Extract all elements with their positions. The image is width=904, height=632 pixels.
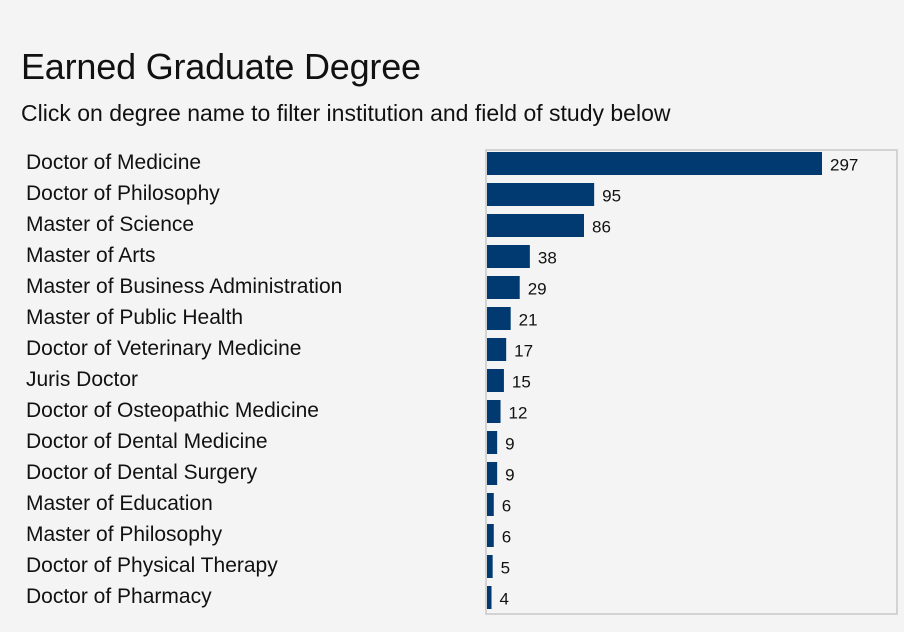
bar[interactable] bbox=[487, 152, 822, 175]
data-label: 6 bbox=[502, 528, 511, 547]
category-label[interactable]: Doctor of Osteopathic Medicine bbox=[26, 399, 319, 422]
data-label: 29 bbox=[528, 280, 547, 299]
bar[interactable] bbox=[487, 183, 595, 206]
category-label[interactable]: Master of Business Administration bbox=[26, 275, 343, 298]
data-label: 9 bbox=[505, 466, 514, 485]
data-label: 17 bbox=[514, 342, 533, 361]
bar[interactable] bbox=[487, 493, 494, 516]
data-label: 9 bbox=[505, 435, 514, 454]
data-label: 15 bbox=[512, 373, 531, 392]
bar[interactable] bbox=[487, 245, 530, 268]
category-label[interactable]: Master of Science bbox=[26, 213, 195, 236]
bar[interactable] bbox=[487, 555, 493, 578]
chart-frame bbox=[485, 149, 898, 615]
category-label[interactable]: Juris Doctor bbox=[26, 368, 139, 391]
data-label: 6 bbox=[502, 497, 511, 516]
category-label[interactable]: Doctor of Pharmacy bbox=[26, 585, 212, 608]
data-label: 4 bbox=[500, 590, 509, 609]
bar[interactable] bbox=[487, 214, 585, 237]
bar[interactable] bbox=[487, 338, 507, 361]
chart-title: Earned Graduate Degree bbox=[21, 46, 421, 87]
category-label[interactable]: Master of Arts bbox=[26, 244, 156, 267]
category-label[interactable]: Master of Philosophy bbox=[26, 523, 223, 546]
category-label[interactable]: Master of Public Health bbox=[26, 306, 244, 329]
bar[interactable] bbox=[487, 462, 498, 485]
data-label: 12 bbox=[509, 404, 528, 423]
category-label[interactable]: Doctor of Dental Medicine bbox=[26, 430, 268, 453]
bar[interactable] bbox=[487, 586, 492, 609]
category-label[interactable]: Doctor of Medicine bbox=[26, 151, 202, 174]
data-label: 297 bbox=[830, 156, 858, 175]
bar[interactable] bbox=[487, 307, 511, 330]
category-label[interactable]: Doctor of Physical Therapy bbox=[26, 554, 278, 577]
chart-subtitle: Click on degree name to filter instituti… bbox=[21, 100, 671, 126]
data-label: 95 bbox=[602, 187, 621, 206]
category-label[interactable]: Doctor of Veterinary Medicine bbox=[26, 337, 302, 360]
bar[interactable] bbox=[487, 369, 504, 392]
bar[interactable] bbox=[487, 431, 498, 454]
data-label: 86 bbox=[592, 218, 611, 237]
category-label[interactable]: Doctor of Philosophy bbox=[26, 182, 220, 205]
category-label[interactable]: Doctor of Dental Surgery bbox=[26, 461, 258, 484]
category-label[interactable]: Master of Education bbox=[26, 492, 213, 515]
data-label: 38 bbox=[538, 249, 557, 268]
data-label: 5 bbox=[501, 559, 510, 578]
bar[interactable] bbox=[487, 400, 501, 423]
bar[interactable] bbox=[487, 524, 494, 547]
data-label: 21 bbox=[519, 311, 538, 330]
bar[interactable] bbox=[487, 276, 520, 299]
